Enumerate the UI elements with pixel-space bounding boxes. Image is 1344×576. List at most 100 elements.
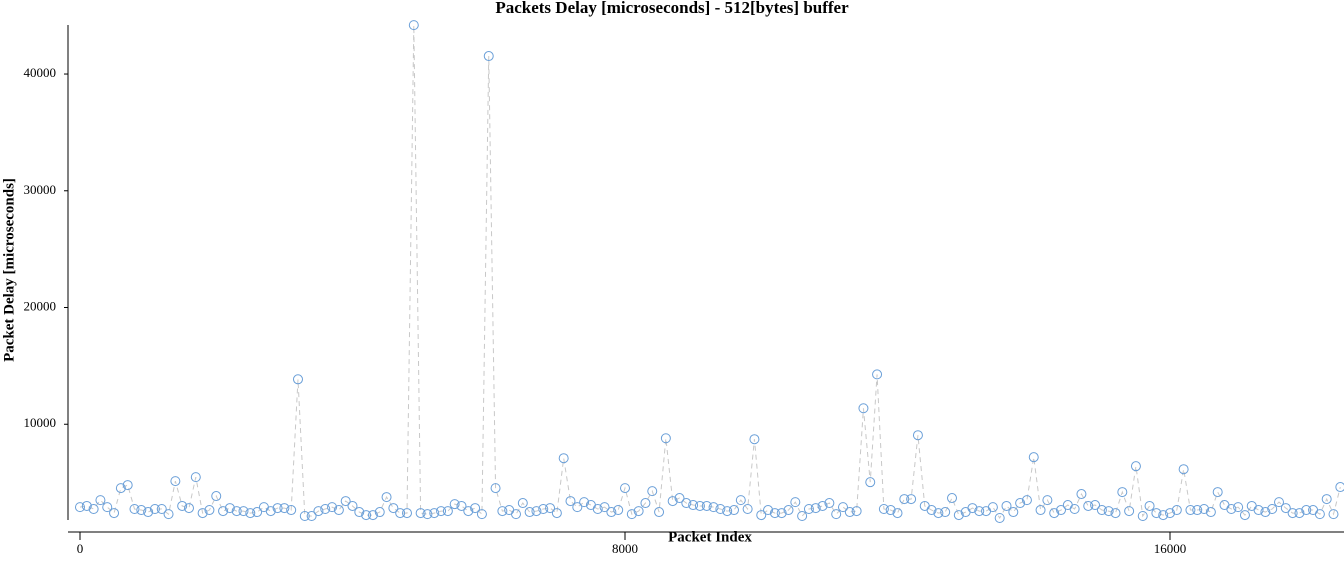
- data-point: [299, 511, 310, 522]
- x-axis-label: Packet Index: [668, 529, 752, 545]
- data-point: [1165, 508, 1176, 519]
- data-point: [1205, 507, 1216, 518]
- data-point: [476, 509, 487, 520]
- data-point: [395, 508, 406, 519]
- data-point: [545, 503, 556, 514]
- data-point: [1110, 508, 1121, 519]
- data-point: [463, 506, 474, 517]
- y-axis-label: Packet Delay [microseconds]: [1, 178, 17, 362]
- data-point: [81, 500, 92, 511]
- data-point: [1028, 452, 1039, 463]
- data-point: [197, 508, 208, 519]
- data-point: [163, 509, 174, 520]
- data-point: [592, 504, 603, 515]
- data-point: [1021, 495, 1032, 506]
- data-point: [279, 503, 290, 514]
- data-point: [1015, 498, 1026, 509]
- data-point: [224, 503, 235, 514]
- data-point: [1199, 504, 1210, 515]
- data-point: [769, 508, 780, 519]
- data-point: [422, 509, 433, 520]
- data-point: [1314, 509, 1325, 520]
- data-point: [824, 498, 835, 509]
- data-point: [1294, 508, 1305, 519]
- data-point: [1083, 500, 1094, 511]
- data-point: [640, 498, 651, 509]
- data-point: [211, 491, 222, 502]
- data-point: [313, 506, 324, 517]
- data-point: [1069, 504, 1080, 515]
- data-point: [252, 507, 263, 518]
- data-point: [170, 476, 181, 487]
- data-point: [1267, 504, 1278, 515]
- data-point: [872, 369, 883, 380]
- data-point: [436, 506, 447, 517]
- data-point: [742, 504, 753, 515]
- data-point: [851, 506, 862, 517]
- data-point: [95, 495, 106, 506]
- data-point: [354, 507, 365, 518]
- data-point: [231, 506, 242, 517]
- data-point: [776, 508, 787, 519]
- data-point: [654, 507, 665, 518]
- data-point: [327, 502, 338, 513]
- data-point: [1137, 511, 1148, 522]
- data-point: [531, 506, 542, 517]
- data-point: [1049, 508, 1060, 519]
- data-point: [1260, 507, 1271, 518]
- data-point: [429, 508, 440, 519]
- data-point: [401, 508, 412, 519]
- data-point: [524, 507, 535, 518]
- data-point: [190, 472, 201, 483]
- data-point: [1151, 508, 1162, 519]
- x-tick-label: 16000: [1154, 541, 1187, 556]
- data-point: [749, 434, 760, 445]
- data-point: [599, 502, 610, 513]
- data-point: [1117, 487, 1128, 498]
- data-point: [442, 506, 453, 517]
- data-point: [647, 486, 658, 497]
- data-point: [292, 374, 303, 385]
- data-point: [517, 498, 528, 509]
- y-tick-label: 30000: [24, 182, 57, 197]
- data-point: [1280, 503, 1291, 514]
- data-point: [1274, 497, 1285, 508]
- data-point: [115, 483, 126, 494]
- data-point: [347, 500, 358, 511]
- data-point: [858, 403, 869, 414]
- data-point: [722, 506, 733, 517]
- data-point: [1253, 505, 1264, 516]
- data-point: [102, 502, 113, 513]
- data-point: [88, 504, 99, 515]
- data-point: [940, 507, 951, 518]
- data-point: [817, 500, 828, 511]
- data-point: [1335, 482, 1344, 493]
- data-point: [579, 497, 590, 508]
- data-point: [218, 506, 229, 517]
- data-point: [286, 505, 297, 516]
- data-point: [143, 507, 154, 518]
- data-point: [1130, 461, 1141, 472]
- data-point: [497, 506, 508, 517]
- data-point: [735, 495, 746, 506]
- data-point: [912, 430, 923, 441]
- data-point: [756, 510, 767, 521]
- data-point: [265, 506, 276, 517]
- data-point: [987, 502, 998, 513]
- data-point: [340, 496, 351, 507]
- data-point: [865, 477, 876, 488]
- data-point: [681, 498, 692, 509]
- data-point: [926, 505, 937, 516]
- data-point: [565, 496, 576, 507]
- data-point: [449, 499, 460, 510]
- data-point: [701, 500, 712, 511]
- data-point: [74, 502, 85, 513]
- data-point: [129, 504, 140, 515]
- data-point: [415, 508, 426, 519]
- data-point: [510, 509, 521, 520]
- data-point: [1103, 506, 1114, 517]
- data-point: [1035, 505, 1046, 516]
- data-point: [456, 500, 467, 511]
- data-point: [483, 51, 494, 62]
- data-point: [1090, 500, 1101, 511]
